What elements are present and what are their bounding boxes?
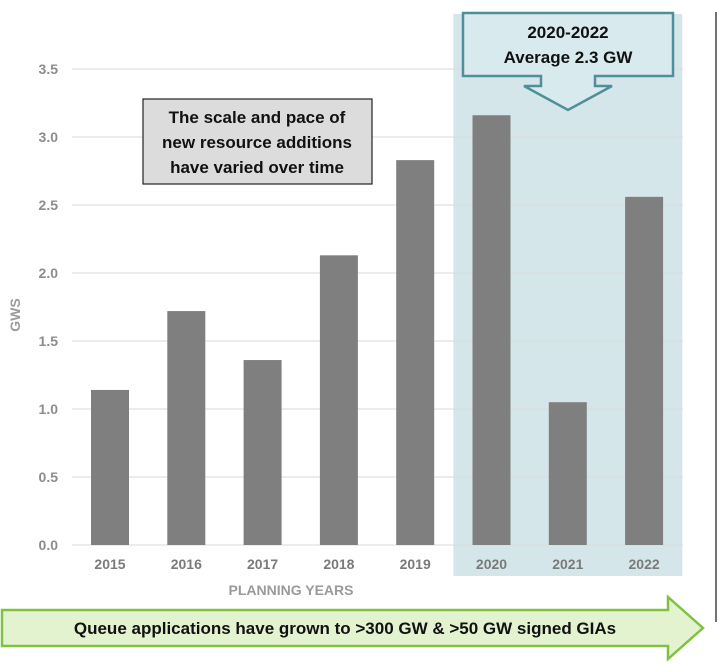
x-tick-label-2018: 2018 (323, 556, 354, 572)
y-tick-label: 1.0 (39, 401, 59, 417)
x-tick-label-2016: 2016 (171, 556, 202, 572)
y-axis-title: GWS (7, 298, 23, 331)
queue-banner: Queue applications have grown to >300 GW… (0, 594, 705, 662)
y-tick-label: 3.0 (39, 129, 59, 145)
y-tick-label: 0.0 (39, 537, 59, 553)
x-tick-label-2021: 2021 (552, 556, 583, 572)
bar-2018 (319, 255, 358, 545)
bar-2021 (548, 402, 587, 545)
annotation-line-2: new resource additions (162, 133, 352, 152)
y-tick-label: 3.5 (39, 61, 59, 77)
annotation-line-3: have varied over time (170, 158, 344, 177)
bar-2017 (243, 360, 282, 545)
banner-text: Queue applications have grown to >300 GW… (74, 619, 616, 638)
annotation-box: The scale and pace of new resource addit… (142, 98, 373, 185)
x-tick-label-2022: 2022 (629, 556, 660, 572)
y-axis-ticks: 0.0 0.5 1.0 1.5 2.0 2.5 3.0 3.5 (39, 61, 59, 553)
x-tick-label-2020: 2020 (476, 556, 507, 572)
x-tick-label-2017: 2017 (247, 556, 278, 572)
bar-2022 (625, 196, 664, 545)
callout-shape (461, 11, 675, 112)
y-tick-label: 1.5 (39, 333, 59, 349)
bar-2020 (472, 115, 511, 546)
annotation-line-1: The scale and pace of (169, 108, 346, 127)
y-tick-label: 2.5 (39, 197, 59, 213)
annotation-rect (142, 98, 373, 185)
x-axis-title: PLANNING YEARS (229, 582, 354, 598)
bars (91, 115, 664, 546)
x-tick-label-2015: 2015 (94, 556, 125, 572)
highlight-callout: 2020-2022 Average 2.3 GW (461, 11, 675, 112)
x-tick-label-2019: 2019 (400, 556, 431, 572)
bar-2019 (396, 160, 435, 545)
y-tick-label: 2.0 (39, 265, 59, 281)
callout-line-2: Average 2.3 GW (504, 48, 634, 67)
callout-line-1: 2020-2022 (527, 23, 608, 42)
x-axis-ticks: 2015 2016 2017 2018 2019 2020 2021 2022 (94, 556, 659, 572)
banner-arrow-shape (0, 594, 705, 662)
y-tick-label: 0.5 (39, 469, 59, 485)
bar-2015 (91, 389, 129, 545)
bar-2016 (167, 311, 206, 545)
